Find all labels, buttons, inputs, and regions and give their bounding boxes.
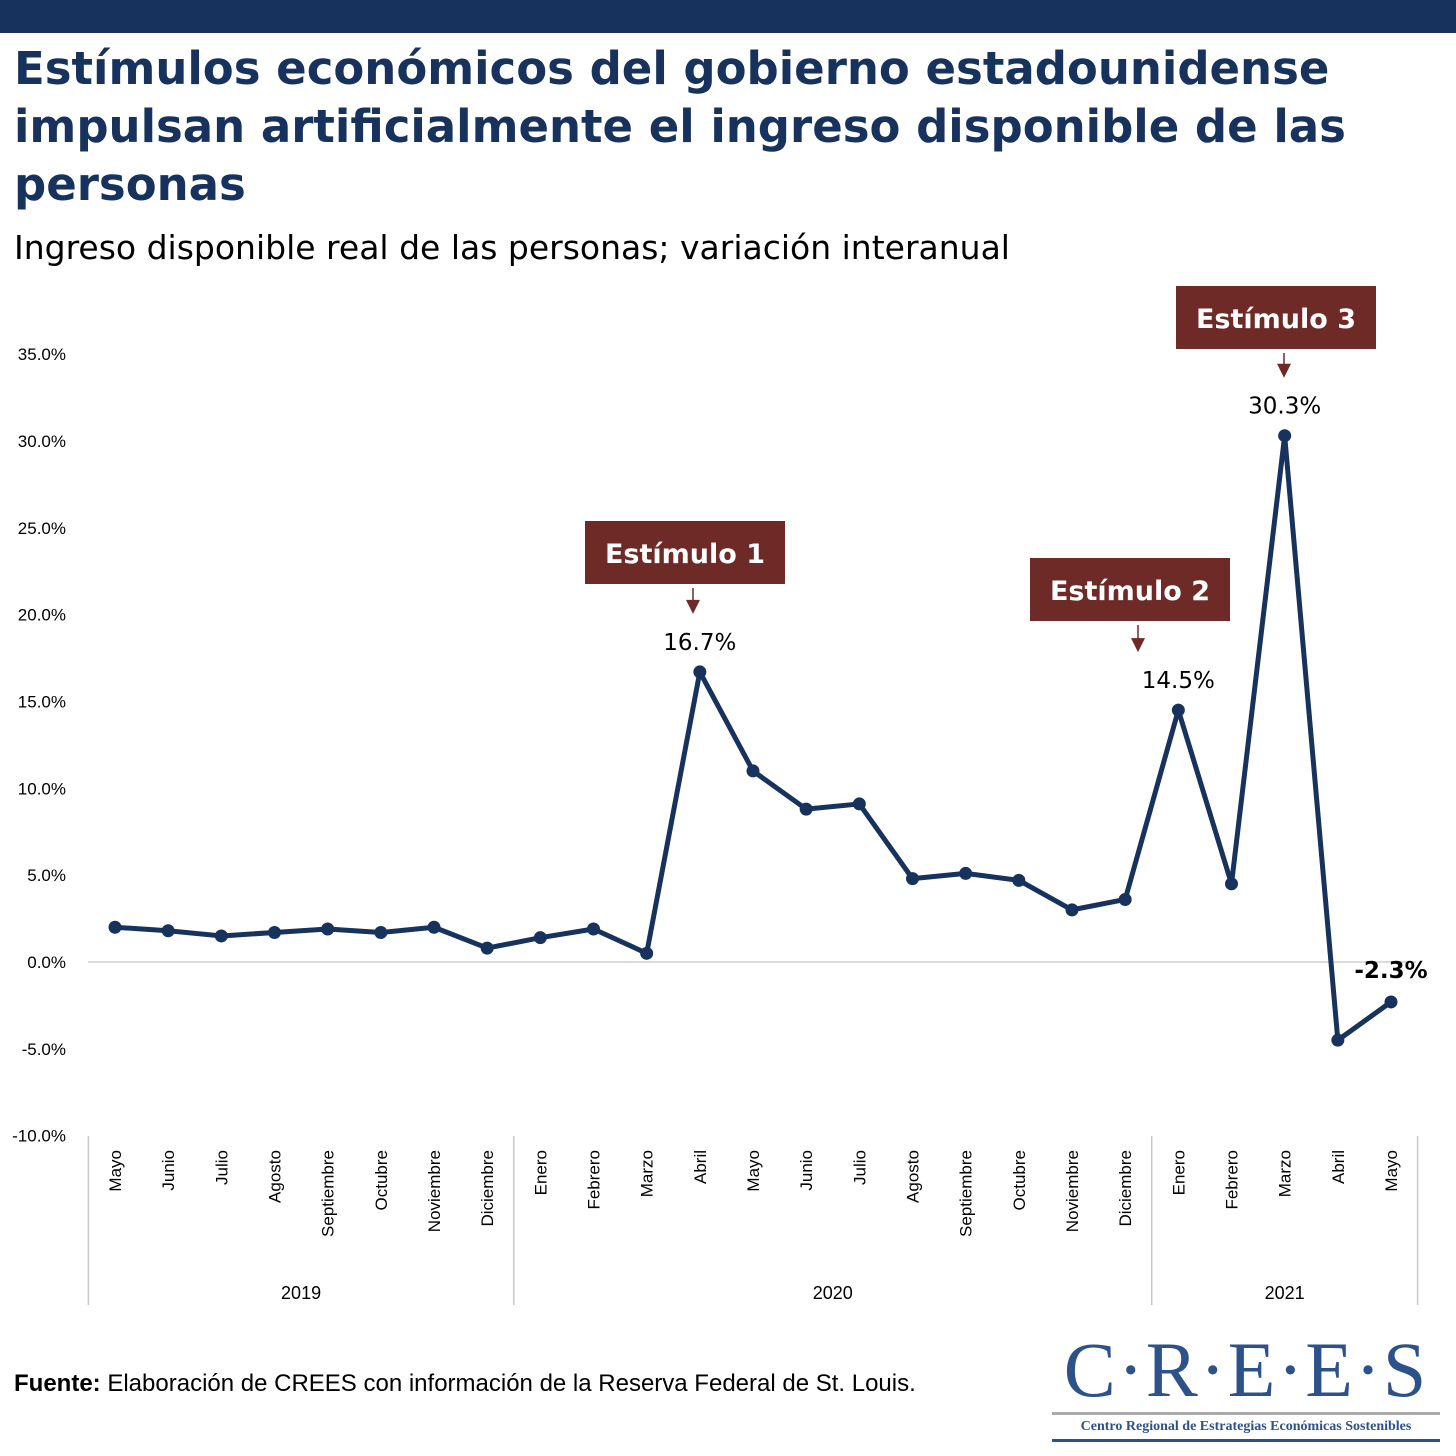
logo-underline — [1052, 1439, 1440, 1442]
y-tick-label: 5.0% — [27, 866, 66, 885]
x-tick-label: Junio — [159, 1150, 178, 1191]
x-tick-label: Septiembre — [957, 1150, 976, 1237]
x-tick-label: Julio — [850, 1150, 869, 1185]
data-point — [108, 920, 122, 934]
data-label: 16.7% — [663, 630, 736, 656]
data-point — [1384, 995, 1398, 1009]
data-point — [852, 797, 866, 811]
annotation-box — [585, 521, 785, 584]
y-tick-label: 10.0% — [18, 779, 66, 798]
annotation-arrow-head — [1277, 363, 1291, 378]
data-point — [321, 922, 335, 936]
data-point — [1278, 429, 1292, 443]
source-label: Fuente: — [14, 1370, 101, 1397]
y-tick-label: 15.0% — [18, 692, 66, 711]
crees-logo: C·R·E·E·S Centro Regional de Estrategias… — [1050, 1330, 1442, 1442]
annotation-box — [1176, 286, 1376, 349]
x-tick-label: Febrero — [1223, 1150, 1242, 1210]
annotation-label: Estímulo 1 — [605, 539, 765, 570]
annotation-label: Estímulo 3 — [1196, 304, 1356, 335]
data-point — [1171, 703, 1185, 717]
y-tick-label: 25.0% — [18, 519, 66, 538]
x-tick-label: Noviembre — [425, 1150, 444, 1232]
y-tick-label: -10.0% — [12, 1127, 66, 1146]
y-tick-label: 20.0% — [18, 606, 66, 625]
data-point — [1225, 877, 1238, 891]
y-tick-label: -5.0% — [22, 1040, 66, 1059]
data-point — [1012, 873, 1026, 887]
data-point — [959, 866, 973, 880]
data-point — [268, 925, 281, 939]
year-label: 2021 — [1265, 1283, 1305, 1303]
x-tick-label: Octubre — [1010, 1150, 1029, 1210]
data-point — [640, 946, 654, 960]
x-tick-label: Octubre — [372, 1150, 391, 1210]
x-tick-label: Junio — [797, 1150, 816, 1191]
x-tick-label: Diciembre — [478, 1150, 497, 1227]
chart-subtitle: Ingreso disponible real de las personas;… — [14, 228, 1010, 267]
data-point — [374, 925, 388, 939]
data-label: 30.3% — [1248, 394, 1321, 420]
data-point — [214, 929, 228, 943]
logo-wordmark: C·R·E·E·S — [1063, 1326, 1429, 1413]
data-point — [161, 924, 175, 938]
data-label: -2.3% — [1354, 958, 1427, 984]
year-label: 2020 — [813, 1283, 853, 1303]
year-label: 2019 — [281, 1283, 321, 1303]
data-point — [746, 764, 760, 778]
data-point — [693, 665, 707, 679]
x-tick-label: Agosto — [904, 1150, 923, 1203]
data-point — [480, 941, 494, 955]
annotation-arrow-head — [686, 599, 700, 614]
data-point — [533, 931, 547, 945]
logo-subtitle: Centro Regional de Estrategias Económica… — [1080, 1419, 1412, 1434]
x-tick-label: Enero — [1169, 1150, 1188, 1195]
data-point — [799, 802, 813, 816]
logo-divider — [1052, 1412, 1440, 1415]
data-label: 14.5% — [1142, 668, 1215, 694]
data-point — [587, 922, 600, 936]
x-tick-label: Mayo — [1382, 1150, 1401, 1192]
x-tick-label: Abril — [691, 1150, 710, 1184]
data-point — [1065, 903, 1079, 917]
x-tick-label: Noviembre — [1063, 1150, 1082, 1232]
x-tick-label: Marzo — [638, 1150, 657, 1197]
y-tick-label: 35.0% — [18, 345, 66, 364]
x-tick-label: Septiembre — [319, 1150, 338, 1237]
x-tick-label: Mayo — [106, 1150, 125, 1192]
x-tick-label: Julio — [212, 1150, 231, 1185]
y-tick-label: 30.0% — [18, 432, 66, 451]
y-tick-label: 0.0% — [27, 953, 66, 972]
source-text: Elaboración de CREES con información de … — [100, 1370, 916, 1397]
top-bar — [0, 0, 1456, 33]
data-point — [1118, 892, 1132, 906]
annotation-arrow-head — [1131, 638, 1145, 653]
annotation-box — [1030, 558, 1230, 621]
annotation-label: Estímulo 2 — [1050, 576, 1210, 607]
x-tick-label: Enero — [531, 1150, 550, 1195]
source-note: Fuente: Elaboración de CREES con informa… — [14, 1368, 1009, 1399]
x-tick-label: Abril — [1329, 1150, 1348, 1184]
chart-title: Estímulos económicos del gobierno estado… — [14, 42, 1346, 211]
x-tick-label: Diciembre — [1116, 1150, 1135, 1227]
x-tick-label: Mayo — [744, 1150, 763, 1192]
x-tick-label: Agosto — [266, 1150, 285, 1203]
data-point — [427, 920, 441, 934]
x-tick-label: Febrero — [585, 1150, 604, 1210]
data-point — [1331, 1033, 1345, 1047]
data-point — [906, 872, 919, 886]
x-tick-label: Marzo — [1276, 1150, 1295, 1197]
